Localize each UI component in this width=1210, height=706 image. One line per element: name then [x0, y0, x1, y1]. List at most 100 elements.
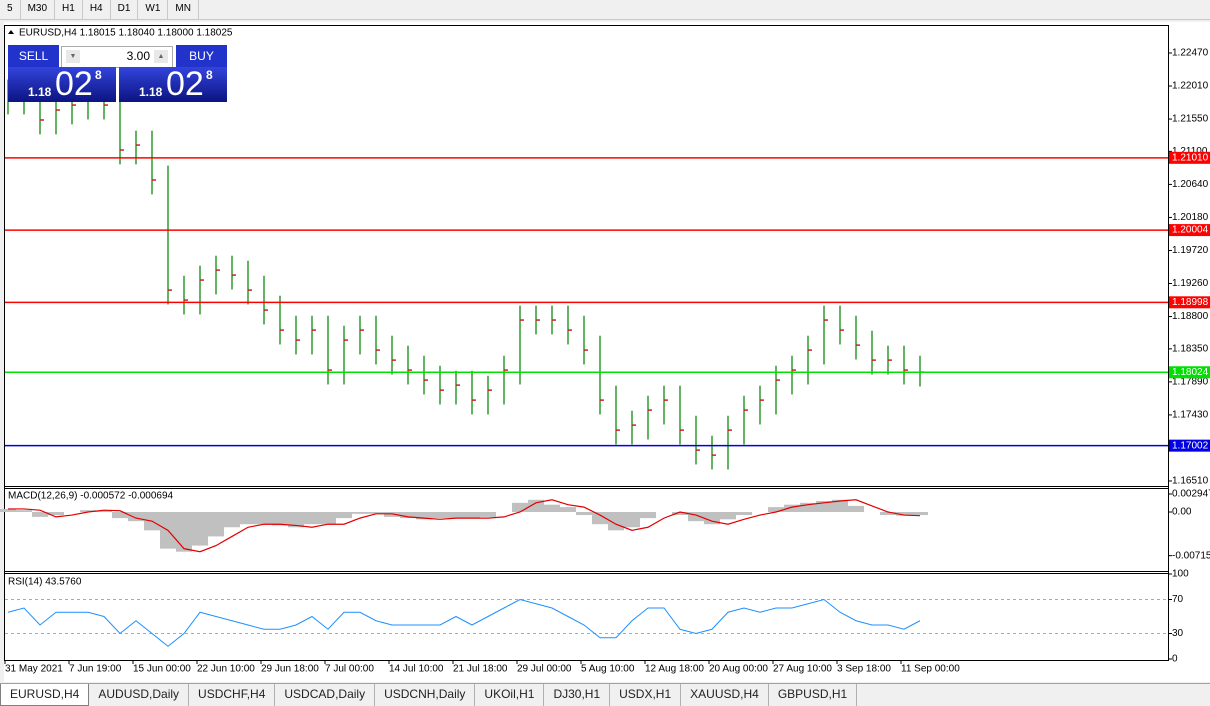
histogram-bar: [336, 512, 352, 519]
chart-tab[interactable]: USDCAD,Daily: [275, 684, 376, 706]
histogram-bar: [544, 504, 560, 513]
y-tick-label: 1.22010: [1172, 81, 1209, 92]
chart-tab[interactable]: GBPUSD,H1: [769, 684, 858, 706]
y-tick-label: 1.20180: [1172, 212, 1209, 223]
histogram-bar: [96, 510, 112, 513]
histogram-bar: [704, 512, 720, 525]
chart-tab[interactable]: XAUUSD,H4: [681, 684, 769, 706]
sell-button[interactable]: SELL: [8, 45, 59, 67]
histogram-bar: [80, 510, 96, 513]
lot-box[interactable]: ▼ 3.00 ▲: [61, 46, 173, 68]
histogram-bar: [448, 512, 464, 519]
signal-line: [8, 499, 921, 553]
histogram-bar: [896, 512, 912, 516]
y-tick-label: 1.20640: [1172, 179, 1209, 190]
y-tick-label: 30: [1172, 628, 1184, 639]
histogram-bar: [688, 512, 704, 522]
histogram-bar: [192, 512, 208, 546]
timeframe-button[interactable]: W1: [138, 0, 169, 19]
one-click-trading: SELL ▼ 3.00 ▲ BUY 1.18 02 8 1.18 02 8: [8, 45, 227, 103]
histogram-bar: [800, 502, 816, 513]
lot-size[interactable]: 3.00: [126, 49, 150, 63]
histogram-bar: [528, 499, 544, 513]
decrease-lot[interactable]: ▼: [66, 50, 80, 63]
sell-price[interactable]: 1.18 02 8: [8, 65, 116, 103]
histogram-bar: [720, 512, 736, 520]
collapse-icon: [8, 30, 14, 34]
histogram-bar: [464, 512, 480, 519]
x-tick-label: 20 Aug 00:00: [709, 664, 768, 675]
level-label-box: [1169, 151, 1210, 164]
x-tick-label: 31 May 2021: [5, 664, 63, 675]
y-tick-label: 100: [1172, 569, 1189, 580]
chart-tab[interactable]: USDCHF,H4: [189, 684, 276, 706]
timeframe-button[interactable]: H4: [83, 0, 111, 19]
histogram-bar: [304, 512, 320, 525]
histogram-bar: [16, 510, 32, 513]
chart-tab[interactable]: EURUSD,H4: [0, 684, 90, 706]
chart-background: [4, 22, 1210, 682]
level-label-box: [1169, 439, 1210, 452]
chart-tab[interactable]: DJ30,H1: [544, 684, 611, 706]
histogram-bar: [480, 512, 496, 517]
rsi-line: [7, 598, 921, 647]
chart-tabs: EURUSD,H4 AUDUSD,Daily USDCHF,H4 USDCAD,Dai…: [0, 683, 1210, 706]
price-pips: 02: [166, 65, 204, 103]
buy-button[interactable]: BUY: [176, 45, 227, 67]
timeframe-toolbar: 5 M30 H1 H4 D1 W1 MN: [0, 0, 1210, 20]
histogram-bar: [784, 504, 800, 513]
x-tick-label: 27 Aug 10:00: [773, 664, 832, 675]
chart-tab[interactable]: AUDUSD,Daily: [89, 684, 190, 706]
x-tick-label: 5 Aug 10:00: [581, 664, 635, 675]
level-label: 1.21010: [1172, 152, 1209, 163]
timeframe-button[interactable]: 5: [0, 0, 21, 19]
y-tick-label: 1.16510: [1172, 476, 1209, 487]
histogram-bar: [368, 512, 384, 514]
level-label: 1.18998: [1172, 297, 1209, 308]
increase-lot[interactable]: ▲: [154, 50, 168, 63]
chart-tab[interactable]: UKOil,H1: [475, 684, 545, 706]
buy-price[interactable]: 1.18 02 8: [119, 65, 227, 103]
histogram-bar: [224, 512, 240, 528]
chart-tab[interactable]: USDCNH,Daily: [375, 684, 476, 706]
level-label-box: [1169, 224, 1210, 237]
histogram-bar: [640, 512, 656, 519]
x-tick-label: 12 Aug 18:00: [645, 664, 704, 675]
y-tick-label: 1.17430: [1172, 410, 1209, 421]
plot: 31 May 2021 7 Jun 19:00 15 Jun 00:00 22 Jun…: [0, 48, 1210, 675]
chart-tab[interactable]: USDX,H1: [610, 684, 682, 706]
histogram-bar: [816, 501, 832, 513]
x-tick-label: 7 Jul 00:00: [325, 664, 374, 675]
histogram-bar: [672, 512, 688, 516]
level-label-box: [1169, 366, 1210, 379]
histogram-bar: [208, 512, 224, 537]
x-tick-label: 22 Jun 10:00: [197, 664, 255, 675]
timeframe-button[interactable]: MN: [168, 0, 199, 19]
timeframe-button[interactable]: H1: [55, 0, 83, 19]
timeframe-button[interactable]: M30: [21, 0, 56, 19]
price-pips: 02: [55, 65, 93, 103]
histogram-bar: [0, 508, 16, 513]
y-tick-label: 1.19260: [1172, 278, 1209, 289]
histogram-bar: [176, 512, 192, 552]
histogram-bar: [416, 512, 432, 520]
histogram-bar: [560, 507, 576, 513]
y-tick-label: 1.17890: [1172, 377, 1209, 388]
histogram-bar: [736, 512, 752, 516]
x-tick-label: 15 Jun 00:00: [133, 664, 191, 675]
histogram-bar: [768, 507, 784, 513]
x-tick-label: 7 Jun 19:00: [69, 664, 122, 675]
timeframe-button[interactable]: D1: [111, 0, 139, 19]
histogram-bar: [832, 499, 848, 513]
price-big: 1.18: [28, 85, 52, 99]
price-fraction: 8: [206, 68, 213, 82]
histogram-bar: [48, 512, 64, 516]
histogram-bar: [624, 512, 640, 528]
x-tick-label: 3 Sep 18:00: [837, 664, 891, 675]
level-label-box: [1169, 296, 1210, 309]
histogram-bar: [592, 512, 608, 525]
y-tick-label: 1.22470: [1172, 48, 1209, 59]
